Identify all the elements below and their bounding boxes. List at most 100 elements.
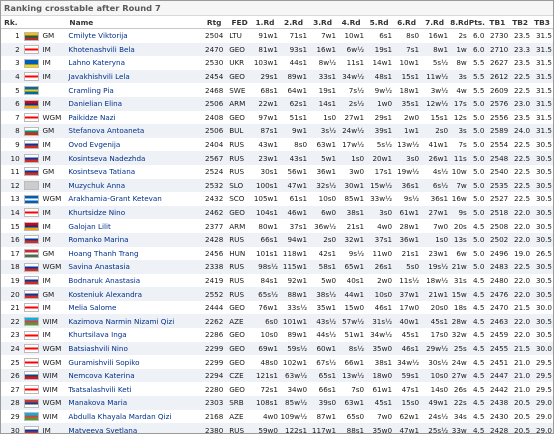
col-r1[interactable]: 1.Rd xyxy=(251,16,279,29)
round-5-cell: 33w½ xyxy=(365,192,394,206)
table-row[interactable]: 30 IM Matveeva Svetlana 2380 RUS 59w0 122s1 117… xyxy=(1,423,553,433)
col-r8[interactable]: 8.Rd xyxy=(449,16,468,29)
table-row[interactable]: 8 GM Stefanova Antoaneta 2506 BUL 87s1 9w1 3s½ 2… xyxy=(1,124,553,138)
round-3-cell: 8w½ xyxy=(308,56,338,70)
player-name[interactable]: Lahno Kateryna xyxy=(67,56,201,70)
tb1-cell: 2589 xyxy=(485,124,510,138)
flag-icon xyxy=(20,205,42,220)
table-row[interactable]: 7 WGM Paikidze Nazi 2408 GEO 97w1 51s1 1s0 27w1 2… xyxy=(1,110,553,125)
table-row[interactable]: 10 IM Kosintseva Nadezhda 2567 RUS 23w1 43s1 5w… xyxy=(1,151,553,165)
round-4-cell: 27w1 xyxy=(337,110,366,125)
player-name[interactable]: Arakhamia-Grant Ketevan xyxy=(67,192,201,206)
table-row[interactable]: 15 IM Galojan Lilit 2377 ARM 80w1 37s1 36w½ 21s1… xyxy=(1,219,553,233)
tb2-cell: 23.5 xyxy=(509,28,532,43)
player-name[interactable]: Abdulla Khayala Mardan Qizi xyxy=(67,409,201,424)
col-rtg[interactable]: Rtg xyxy=(200,16,229,29)
player-name[interactable]: Manakova Maria xyxy=(67,396,201,410)
table-row[interactable]: 13 WGM Arakhamia-Grant Ketevan 2432 SCO 105w1… xyxy=(1,192,553,206)
round-4-cell: 8s½ xyxy=(337,341,366,356)
player-name[interactable]: Matveeva Svetlana xyxy=(67,423,201,433)
table-row[interactable]: 25 WGM Guramishvili Sopiko 2299 GEO 48s0 102w1… xyxy=(1,355,553,369)
tb3-cell: 29.5 xyxy=(531,368,553,383)
player-name[interactable]: Cramling Pia xyxy=(67,83,201,97)
player-name[interactable]: Tsatsalashvili Keti xyxy=(67,382,201,397)
table-row[interactable]: 1 GM Cmilyte Viktorija 2504 LTU 91w1 71s1 7w1 10… xyxy=(1,28,553,43)
points-cell: 5.0 xyxy=(467,205,486,220)
table-row[interactable]: 24 WGM Batsiashvili Nino 2299 GEO 69w1 59s½ 60w… xyxy=(1,341,553,356)
table-row[interactable]: 27 WIM Tsatsalashvili Keti 2280 GEO 72s1 34w0 6… xyxy=(1,382,553,397)
table-row[interactable]: 17 GM Hoang Thanh Trang 2456 HUN 101s1 118w1 42… xyxy=(1,246,553,261)
player-name[interactable]: Nemcova Katerina xyxy=(67,368,201,383)
col-r7[interactable]: 7.Rd xyxy=(420,16,450,29)
table-row[interactable]: 3 IM Lahno Kateryna 2530 UKR 103w1 44s1 8w½ 11s1… xyxy=(1,56,553,70)
round-5-cell: 2w0 xyxy=(365,273,394,288)
table-row[interactable]: 14 IM Khurtsidze Nino 2462 GEO 104s1 46w1 6w0 38… xyxy=(1,205,553,220)
player-name[interactable]: Kosintseva Tatiana xyxy=(67,164,201,179)
table-row[interactable]: 26 WIM Nemcova Katerina 2294 CZE 121s1 63w½ 65s… xyxy=(1,368,553,383)
player-name[interactable]: Melia Salome xyxy=(67,300,201,315)
player-name[interactable]: Guramishvili Sopiko xyxy=(67,355,201,369)
table-row[interactable]: 11 GM Kosintseva Tatiana 2524 RUS 30s1 56w1 36w… xyxy=(1,164,553,179)
title-cell: IM xyxy=(41,328,68,342)
col-tb3[interactable]: TB3 xyxy=(531,16,553,29)
table-row[interactable]: 18 WGM Savina Anastasia 2338 RUS 98s½ 115w1 58s… xyxy=(1,260,553,274)
table-row[interactable]: 6 IM Danielian Elina 2506 ARM 22w1 62s1 14s1 2s½… xyxy=(1,96,553,111)
table-row[interactable]: 5 Cramling Pia 2468 SWE 68s1 64w1 19s1 7s½ 9w½ 18… xyxy=(1,83,553,97)
col-r3[interactable]: 3.Rd xyxy=(308,16,338,29)
player-name[interactable]: Khotenashvili Bela xyxy=(67,42,201,57)
player-name[interactable]: Galojan Lilit xyxy=(67,219,201,233)
rank-cell: 18 xyxy=(1,260,21,274)
col-rk[interactable]: Rk. xyxy=(1,16,21,29)
table-row[interactable]: 21 IM Melia Salome 2444 GEO 76w1 33s½ 35w1 15w0 4… xyxy=(1,300,553,315)
points-cell: 5.0 xyxy=(467,260,486,274)
player-name[interactable]: Ovod Evgenija xyxy=(67,137,201,152)
col-fed[interactable]: FED xyxy=(228,16,251,29)
table-row[interactable]: 9 IM Ovod Evgenija 2404 RUS 43w1 8s0 63w1 17w½ 5s… xyxy=(1,137,553,152)
points-cell: 4.5 xyxy=(467,287,486,301)
player-name[interactable]: Muzychuk Anna xyxy=(67,178,201,193)
player-name[interactable]: Kosteniuk Alexandra xyxy=(67,287,201,301)
player-name[interactable]: Kosintseva Nadezhda xyxy=(67,151,201,165)
rank-cell: 12 xyxy=(1,178,21,193)
col-r4[interactable]: 4.Rd xyxy=(337,16,366,29)
player-name[interactable]: Savina Anastasia xyxy=(67,260,201,274)
points-cell: 5.0 xyxy=(467,192,486,206)
col-pts[interactable]: Pts. xyxy=(467,16,486,29)
rating-cell: 2299 xyxy=(200,341,229,356)
flag-icon xyxy=(20,328,42,342)
player-name[interactable]: Hoang Thanh Trang xyxy=(67,246,201,261)
player-name[interactable]: Paikidze Nazi xyxy=(67,110,201,125)
player-name[interactable]: Kazimova Narmin Nizami Qizi xyxy=(67,314,201,329)
table-row[interactable]: 20 GM Kosteniuk Alexandra 2552 RUS 65s½ 88w1 38… xyxy=(1,287,553,301)
table-row[interactable]: 22 WIM Kazimova Narmin Nizami Qizi 2262 AZE 6… xyxy=(1,314,553,329)
col-r2[interactable]: 2.Rd xyxy=(279,16,309,29)
player-name[interactable]: Khurtsilava Inga xyxy=(67,328,201,342)
table-row[interactable]: 29 WIM Abdulla Khayala Mardan Qizi 2168 AZE 4… xyxy=(1,409,553,424)
col-name[interactable]: Name xyxy=(67,16,201,29)
table-row[interactable]: 2 IM Khotenashvili Bela 2470 GEO 81w1 93s1 16w1… xyxy=(1,42,553,57)
table-row[interactable]: 28 WGM Manakova Maria 2303 SRB 108s1 85w½ 39s0 6… xyxy=(1,396,553,410)
table-row[interactable]: 16 IM Romanko Marina 2428 RUS 66s1 94w1 2s0 32w1… xyxy=(1,232,553,247)
table-row[interactable]: 23 IM Khurtsilava Inga 2286 GEO 10s0 89w1 44s½ 5… xyxy=(1,328,553,342)
col-r6[interactable]: 6.Rd xyxy=(393,16,421,29)
col-r5[interactable]: 5.Rd xyxy=(365,16,394,29)
table-row[interactable]: 19 IM Bodnaruk Anastasia 2419 RUS 84s1 92w1 5w0… xyxy=(1,273,553,288)
table-row[interactable]: 4 IM Javakhishvili Lela 2454 GEO 29s1 89w1 33s1… xyxy=(1,69,553,84)
flag-icon xyxy=(23,194,39,204)
col-tb2[interactable]: TB2 xyxy=(509,16,532,29)
player-name[interactable]: Khurtsidze Nino xyxy=(67,205,201,220)
player-name[interactable]: Danielian Elina xyxy=(67,96,201,111)
player-name[interactable]: Stefanova Antoaneta xyxy=(67,124,201,138)
round-2-cell: 102w1 xyxy=(279,355,309,369)
player-name[interactable]: Romanko Marina xyxy=(67,232,201,247)
rank-cell: 13 xyxy=(1,192,21,206)
player-name[interactable]: Cmilyte Viktorija xyxy=(67,28,201,43)
table-row[interactable]: 12 IM Muzychuk Anna 2532 SLO 100s1 47w1 32s½ 30w… xyxy=(1,178,553,193)
player-name[interactable]: Bodnaruk Anastasia xyxy=(67,273,201,288)
tb3-cell: 30.0 xyxy=(531,341,553,356)
player-name[interactable]: Batsiashvili Nino xyxy=(67,341,201,356)
col-tb1[interactable]: TB1 xyxy=(485,16,510,29)
tb3-cell: 30.5 xyxy=(531,205,553,220)
round-5-cell: 35w0 xyxy=(365,423,394,433)
player-name[interactable]: Javakhishvili Lela xyxy=(67,69,201,84)
